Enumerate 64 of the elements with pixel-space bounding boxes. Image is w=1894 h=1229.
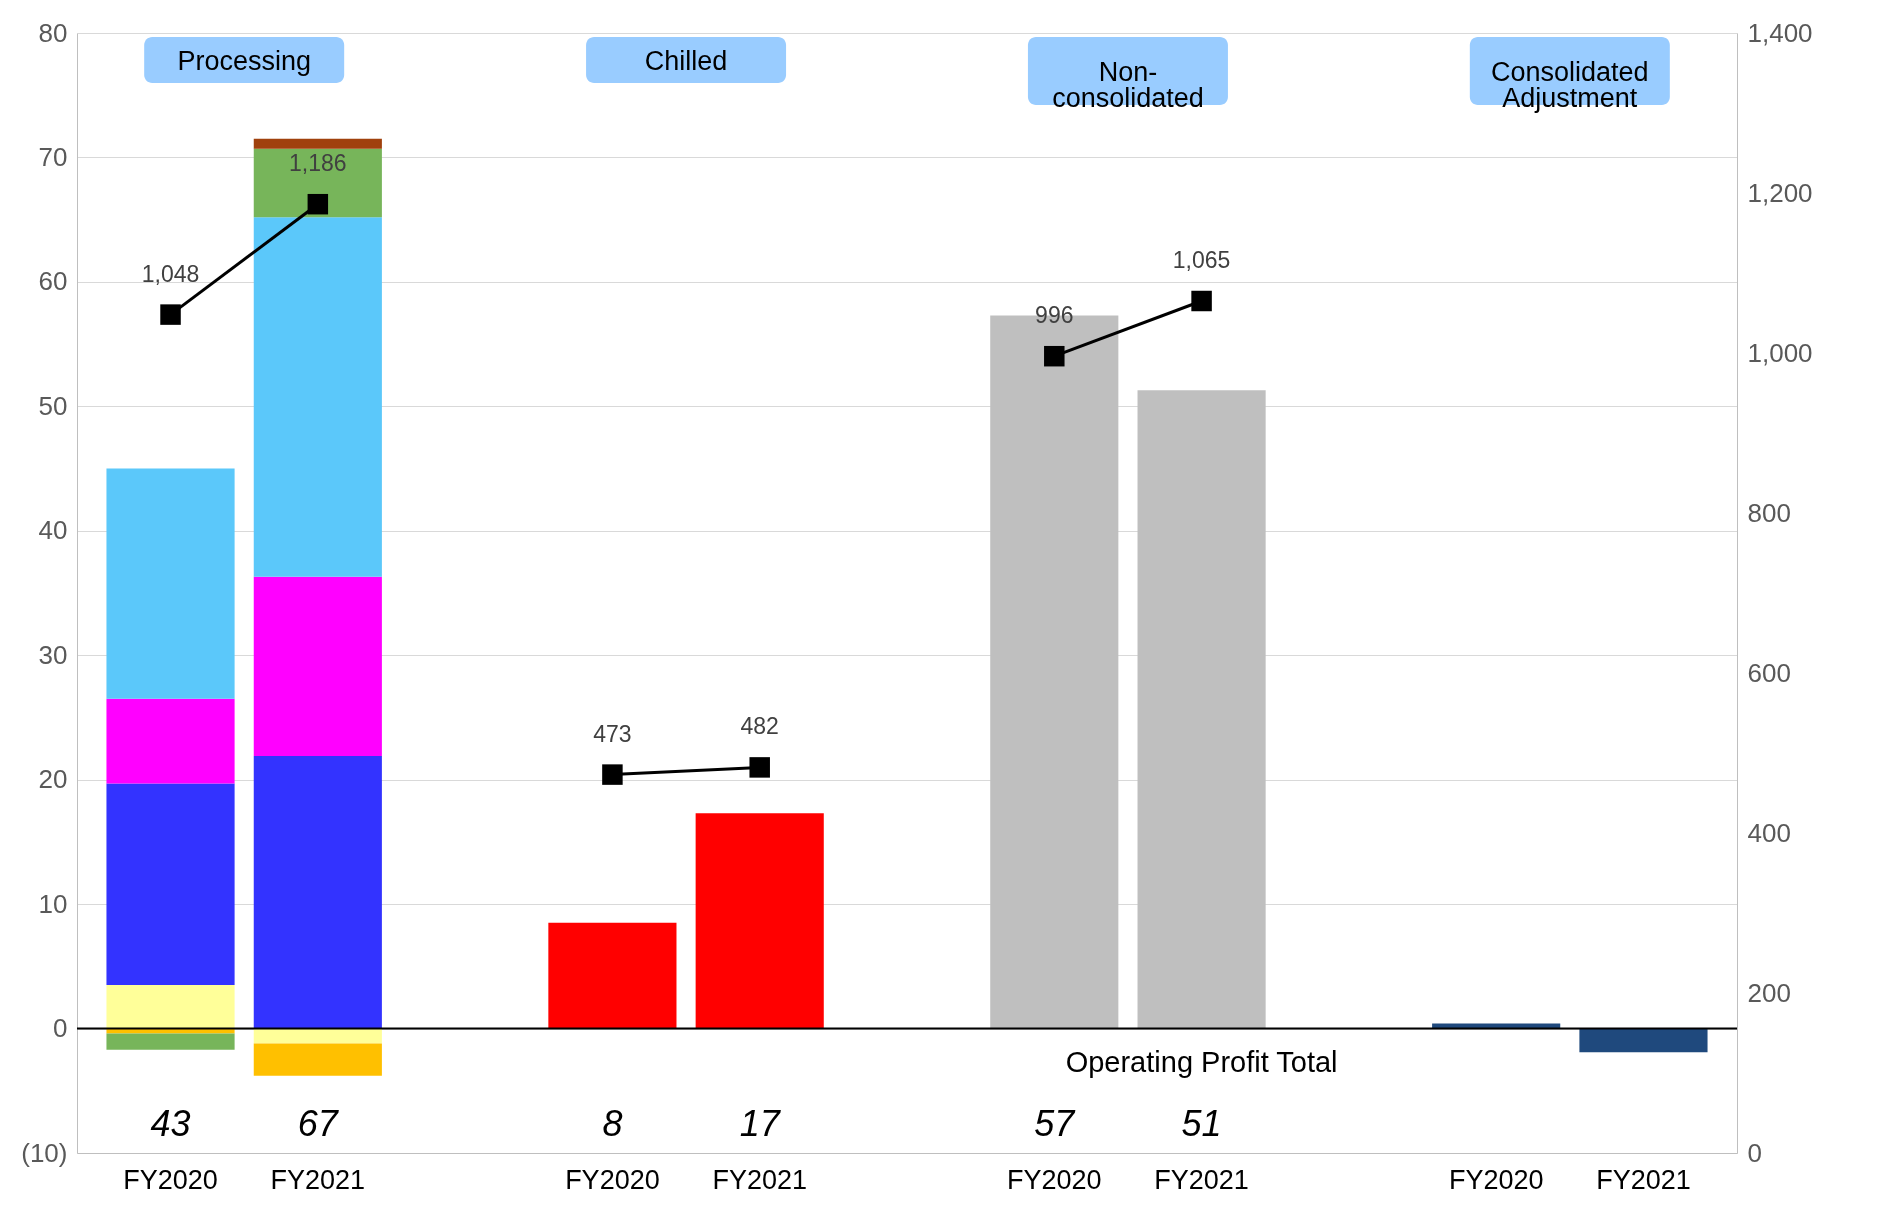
point	[307, 193, 329, 215]
y2-tick-label: 1,400	[1747, 17, 1813, 48]
y-tick-label: 40	[38, 515, 68, 546]
x-tick-label: FY2021	[1154, 1164, 1249, 1195]
bar	[253, 217, 382, 577]
bar	[253, 756, 382, 1029]
point	[1044, 345, 1065, 367]
total-label: 43	[150, 1103, 191, 1144]
annotation: Consolidated Adjustment	[1491, 57, 1649, 113]
bar	[548, 922, 677, 1029]
bar	[106, 1033, 235, 1050]
point	[602, 764, 623, 785]
bar	[106, 698, 235, 784]
point	[749, 757, 770, 778]
y-tick-label: 60	[38, 266, 68, 297]
total-label: 67	[297, 1103, 340, 1144]
y-tick-label: 70	[38, 141, 68, 172]
x-tick-label: FY2020	[565, 1164, 660, 1195]
data-label: 1,186	[289, 150, 347, 177]
annotation: Non-consolidated	[1052, 57, 1204, 113]
x-tick-label: FY2020	[1007, 1164, 1102, 1195]
x-tick-label: FY2021	[1596, 1164, 1691, 1195]
y-tick-label: 0	[53, 1013, 68, 1044]
annotation: Chilled	[644, 46, 728, 76]
bar	[106, 468, 235, 699]
annotation: Operating Profit Total	[1065, 1046, 1338, 1079]
y2-tick-label: 600	[1747, 657, 1791, 688]
x-tick-label: FY2020	[123, 1164, 218, 1195]
x-tick-label: FY2020	[1448, 1164, 1544, 1195]
x-tick-label: FY2021	[270, 1164, 366, 1195]
total-label: 17	[739, 1103, 782, 1144]
bar	[253, 138, 382, 149]
x-tick-label: FY2021	[712, 1164, 807, 1195]
data-label: 1,048	[141, 260, 200, 287]
bar	[106, 985, 235, 1029]
data-label: 482	[740, 713, 779, 740]
bar	[253, 1043, 382, 1076]
y-tick-label: 30	[38, 639, 68, 670]
point	[160, 304, 181, 325]
bar	[695, 813, 824, 1029]
y2-tick-label: 1,200	[1747, 177, 1813, 208]
y-tick-label: 50	[38, 390, 68, 421]
total-label: 51	[1181, 1103, 1222, 1144]
bar	[1137, 390, 1266, 1029]
data-label: 1,065	[1172, 247, 1231, 273]
data-label: 473	[593, 720, 632, 747]
y2-tick-label: 800	[1747, 497, 1791, 528]
y-tick-label: (10)	[21, 1137, 68, 1168]
y-tick-label: 80	[38, 17, 68, 48]
bar	[106, 783, 235, 985]
bar	[1579, 1028, 1708, 1053]
total-label: 8	[602, 1103, 623, 1144]
bar	[253, 148, 382, 218]
y-tick-label: 10	[38, 888, 68, 919]
point	[1191, 290, 1212, 312]
total-label: 57	[1034, 1103, 1077, 1144]
y-tick-label: 20	[38, 764, 68, 795]
y2-tick-label: 0	[1747, 1137, 1762, 1168]
y2-tick-label: 400	[1747, 817, 1791, 848]
annotation: Processing	[177, 46, 311, 76]
y2-tick-label: 200	[1747, 977, 1791, 1008]
data-label: 996	[1035, 302, 1074, 329]
y2-tick-label: 1,000	[1747, 337, 1813, 368]
bar	[253, 576, 382, 757]
